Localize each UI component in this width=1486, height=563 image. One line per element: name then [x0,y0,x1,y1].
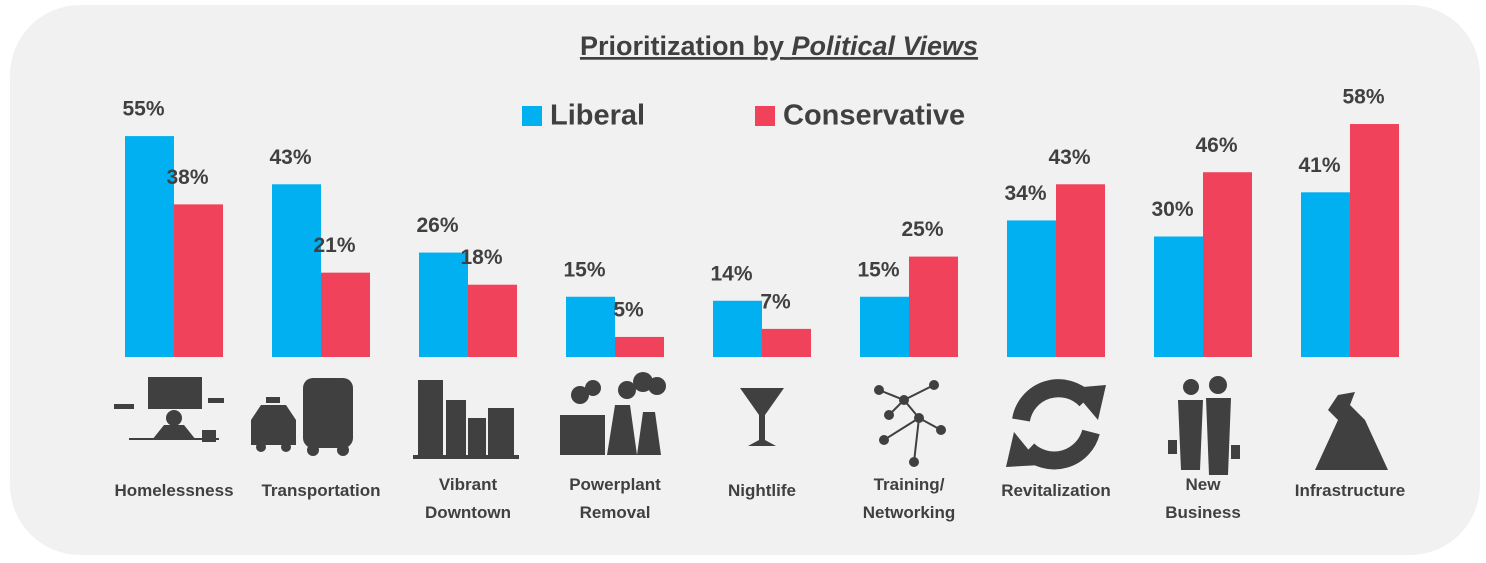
x-tick-label: Vibrant Downtown [425,475,511,522]
value-label: 14% [710,262,752,285]
icon-part [637,412,661,455]
icon-part [337,444,349,456]
value-label: 18% [460,246,502,269]
value-label: 7% [760,290,791,313]
value-label: 41% [1298,154,1340,177]
icon-part [571,386,589,404]
x-tick-label: Revitalization [1001,481,1111,500]
icon-part [633,372,653,392]
icon-part [148,377,202,409]
icon-part [1315,392,1388,470]
bar [125,136,174,357]
bar [615,336,664,357]
bar [860,296,909,357]
bar [762,328,811,357]
x-tick-label: Infrastructure [1295,481,1406,500]
icon-part [607,405,637,455]
x-tick-label: Powerplant Removal [569,475,661,522]
legend-label: Conservative [783,100,965,132]
bar [272,184,321,357]
icon-part [446,400,466,455]
icon-part [413,455,519,459]
bar [1203,172,1252,357]
value-label: 38% [166,166,208,189]
bar [419,252,468,357]
icon-part [1178,400,1203,470]
icon-part [1206,398,1231,475]
icon-part [468,418,486,455]
x-tick-label: Transportation [261,481,380,500]
title-part: Prioritization by [580,31,784,61]
value-label: 43% [1048,146,1090,169]
title-italic-part: Political Views [791,31,978,61]
value-label: 21% [313,234,355,257]
icon-part [488,408,514,455]
icon-part [129,438,219,440]
bar [1056,184,1105,357]
icon-part [152,425,196,440]
value-label: 30% [1151,198,1193,221]
icon-part [208,398,224,403]
icon-part [418,380,443,455]
icon-part [251,405,296,445]
value-label: 15% [857,258,899,281]
bar [1154,236,1203,357]
icon-part [648,377,666,395]
icon-part [1231,445,1240,459]
icon-part [560,415,605,455]
icon-part [585,380,601,396]
icon-part [1021,429,1100,470]
bar [1007,220,1056,357]
icon-part [1071,385,1106,420]
icon-part [256,442,266,452]
icon-part [303,378,353,448]
bar [174,204,223,357]
icon-part [114,404,134,409]
background-panel [10,5,1480,555]
bar [1350,124,1399,358]
icon-part [1006,432,1041,467]
icon-part [166,410,182,426]
x-tick-label: Homelessness [114,481,233,500]
icon-part [757,393,767,403]
value-label: 43% [269,146,311,169]
bar [566,296,615,357]
x-tick-label: New Business [1165,475,1241,522]
bar [909,256,958,357]
x-tick-label: Nightlife [728,481,796,500]
chart-title: Prioritization by Political Views [580,31,978,61]
icon-part [281,442,291,452]
icon-part [266,397,280,403]
icons [114,372,1388,475]
value-label: 58% [1342,86,1384,109]
bar [1301,192,1350,357]
value-label: 46% [1195,134,1237,157]
icon-part [618,381,636,399]
legend-label: Liberal [550,100,645,132]
icon-part [878,384,942,463]
icon-part [202,430,216,442]
bar [468,284,517,357]
icon-part [1183,379,1199,395]
value-label: 34% [1004,182,1046,205]
bar [713,300,762,357]
icon-part [307,444,319,456]
value-label: 15% [563,258,605,281]
value-label: 25% [901,218,943,241]
x-tick-label: Training/Networking [863,475,956,522]
icon-part [1168,440,1177,454]
value-label: 26% [416,214,458,237]
icon-part [740,388,784,446]
value-label: 5% [613,298,644,321]
icon-part [1209,376,1227,394]
value-label: 55% [122,98,164,121]
legend-swatch [755,106,775,126]
bar [321,272,370,357]
legend-swatch [522,106,542,126]
